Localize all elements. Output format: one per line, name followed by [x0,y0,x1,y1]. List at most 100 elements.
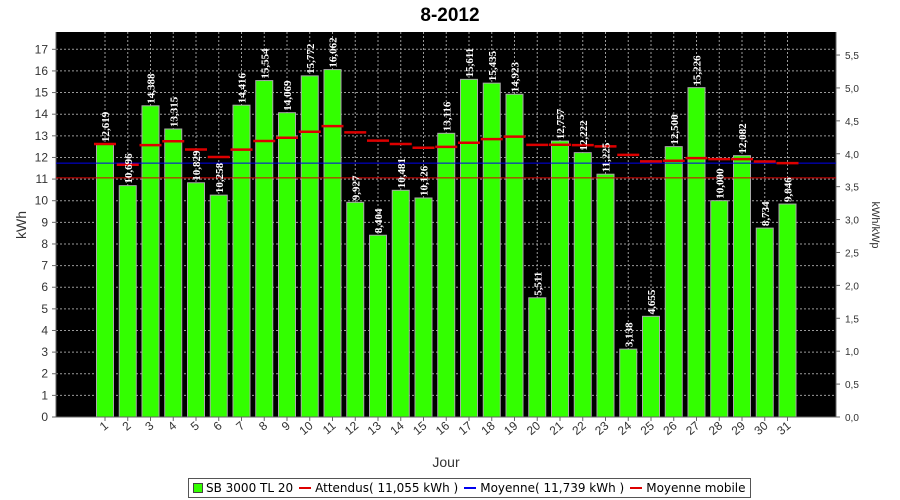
bars [96,69,797,418]
bar [687,87,706,418]
x-tick-label: 20 [524,418,543,438]
data-label: 10,696 [123,153,135,184]
y-tick-label: 8 [41,237,48,251]
y2-axis: 0,0 0,5 1,0 1,5 2,0 2,5 3,0 3,5 4,0 4,5 5,0 5,5 [835,32,859,424]
data-label: 3,138 [623,322,635,347]
legend-item: SB 3000 TL 20 [193,481,293,495]
bar [778,203,797,418]
y-tick-label: 7 [41,259,48,273]
data-label: 8,734 [760,201,772,226]
x-tick-label: 8 [256,418,270,433]
data-label: 15,554 [259,48,271,79]
x-tick-label: 17 [456,418,475,438]
bar [209,194,228,418]
x-tick-label: 13 [365,418,384,438]
bar [255,80,274,418]
bar [414,197,433,418]
y-tick-label: 10 [35,194,49,208]
y-tick-label: 3 [41,345,48,359]
bar [528,297,547,418]
y-tick-label: 2 [41,367,48,381]
x-tick-label: 18 [478,418,497,438]
x-tick-label: 9 [279,418,293,433]
data-label: 10,258 [214,162,226,193]
bar [551,140,569,418]
y-tick-label: 4 [41,323,48,337]
data-label: 13,116 [441,101,453,131]
chart-title: 8-2012 [420,5,479,26]
bar [391,189,410,418]
x-tick-label: 29 [729,418,748,438]
x-tick-label: 28 [706,418,725,438]
y-tick-label: 9 [41,215,48,229]
x-tick-label: 7 [233,418,247,433]
x-tick-label: 10 [296,418,315,438]
x-tick-label: 3 [142,418,156,433]
y2-tick-label: 5,5 [845,51,859,62]
y2-tick-label: 1,5 [845,314,859,325]
y-tick-label: 15 [35,86,49,100]
y2-tick-label: 4,5 [845,117,859,128]
x-tick-label: 6 [211,418,225,433]
data-label: 14,923 [510,61,522,92]
x-tick-label: 2 [120,418,134,433]
bar [141,105,160,418]
x-tick-label: 31 [774,418,793,438]
x-tick-label: 4 [165,418,179,433]
bar [710,200,729,418]
x-tick-label: 21 [547,418,566,438]
data-label: 14,069 [282,80,294,111]
y-tick-label: 1 [41,388,48,402]
x-tick-label: 26 [660,418,679,438]
bar [323,69,342,418]
data-label: 14,416 [237,72,249,103]
y2-tick-label: 2,5 [845,248,859,259]
bar [642,315,660,418]
bar [96,143,114,418]
y2-tick-label: 0,5 [845,380,859,391]
x-tick-label: 1 [97,418,111,433]
bar [664,146,683,418]
data-label: 12,500 [669,114,681,145]
x-tick-label: 14 [387,418,406,438]
y-tick-label: 16 [35,64,49,78]
data-label: 10,829 [191,150,203,181]
bar [573,152,592,418]
x-tick-label: 12 [342,418,361,438]
data-label: 12,757 [555,108,567,139]
bar [278,112,296,418]
bar [596,173,615,418]
data-label: 12,082 [737,123,749,154]
bar [733,155,751,418]
x-tick-label: 22 [569,418,588,438]
data-label: 10,481 [396,158,408,188]
data-label: 13,315 [168,96,180,127]
x-tick-label: 11 [320,418,339,437]
x-axis-label: Jour [432,454,460,470]
x-tick-label: 19 [501,418,520,438]
y-tick-label: 14 [35,107,49,121]
x-tick-label: 15 [410,418,429,438]
data-labels: 12,619 10,696 14,388 13,315 10,829 10,258 14,4… [100,37,795,347]
bar [619,348,638,418]
y2-tick-label: 3,0 [845,216,859,227]
bar [346,201,365,418]
x-tick-label: 30 [751,418,770,438]
legend-label: SB 3000 TL 20 [206,481,294,495]
y2-tick-label: 2,0 [845,281,859,292]
bar [187,182,205,418]
y2-tick-label: 0,0 [845,413,859,424]
bar [300,75,319,418]
data-label: 14,388 [146,73,158,104]
legend-item: Moyenne mobile [630,481,746,495]
x-tick-label: 27 [683,418,702,438]
data-label: 8,404 [373,208,385,233]
data-label: 12,619 [100,111,112,142]
data-label: 11,225 [601,142,613,172]
lines [56,124,836,179]
bar [437,132,456,418]
data-label: 12,222 [578,120,590,151]
bar [505,93,524,418]
x-tick-label: 24 [615,418,634,438]
y2-tick-label: 5,0 [845,84,859,95]
